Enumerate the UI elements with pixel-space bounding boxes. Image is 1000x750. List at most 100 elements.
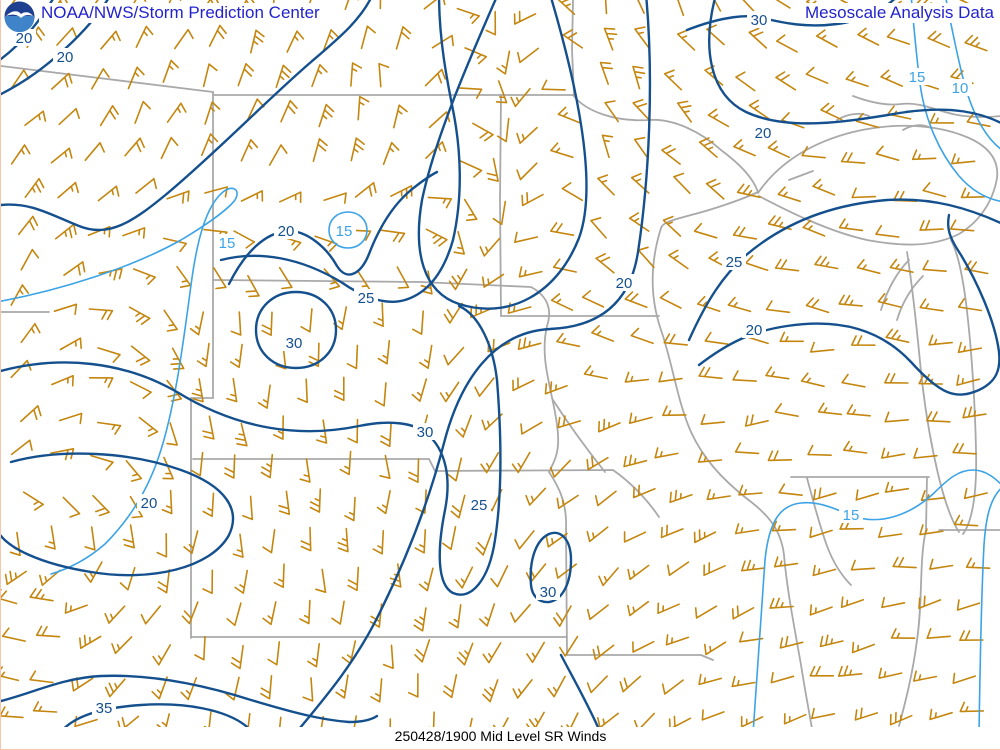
wind-barb-icon [668,249,689,270]
wind-barb-icon [604,0,608,15]
state-border-path [788,170,814,181]
wind-barb-icon [512,679,533,699]
wind-barb-icon [318,103,335,128]
wind-barb-icon [299,599,311,625]
wind-barb-icon [9,531,21,557]
wind-barb-icon [370,678,383,703]
wind-barb-icon [957,297,983,312]
wind-barb-icon [637,246,655,269]
wind-barb-icon [957,341,982,354]
map-caption: 250428/1900 Mid Level SR Winds [394,728,607,744]
wind-barb-icon [470,304,493,319]
wind-barb-icon [595,253,615,274]
state-border-path [552,399,606,473]
wind-barb-icon [232,533,244,558]
wind-barb-icon [226,602,242,627]
wind-barb-icon [280,99,298,123]
wind-barb-icon [496,117,510,143]
wind-barb-icon [659,290,682,309]
state-border-path [806,477,852,586]
wind-barb-icon [475,532,493,556]
wind-barb-icon [10,284,30,306]
wind-barb-icon [35,625,61,638]
wind-barb-icon [104,605,126,624]
wind-barb-icon [657,602,680,615]
wind-barb-icon [350,137,365,162]
wind-barb-icon [599,61,614,85]
wind-barb-icon [132,268,156,285]
state-border-path [651,227,813,727]
wind-barb-icon [676,29,696,51]
wind-barb-icon [741,559,766,572]
contour-label: 30 [286,335,303,352]
wind-barb-icon [704,331,729,345]
wind-barb-icon [97,347,121,363]
wind-barb-icon [202,63,218,88]
state-border-path [906,251,960,533]
wind-barb-icon [965,557,991,569]
wind-barb-icon [952,672,976,685]
wind-barb-icon [226,377,238,403]
wind-barb-icon [884,481,910,493]
contour-label: 30 [417,424,434,441]
contour-label: 20 [616,275,633,292]
wind-barb-icon [459,160,483,178]
wind-barb-icon [594,490,617,507]
wind-barb-icon [357,95,370,121]
wind-barb-icon [775,71,797,91]
wind-barb-icon [354,181,377,198]
wind-barb-icon [846,404,871,417]
wind-barb-icon [194,635,206,661]
wind-barb-icon [960,187,986,199]
noaa-logo-icon [4,1,35,32]
wind-barb-icon [959,630,984,641]
contour-path [708,0,1000,125]
wind-barb-icon [382,644,394,669]
wind-barb-icon [202,492,215,518]
wind-barb-icon [273,415,284,440]
wind-barb-icon [624,291,648,308]
wind-barb-icon [800,372,825,388]
wind-barb-icon [32,701,58,713]
wind-barb-icon [233,230,256,249]
wind-barb-icon [549,459,571,478]
wind-barb-icon [379,0,382,10]
wind-barb-icon [1,666,20,682]
wind-barb-icon [838,218,864,232]
wind-barb-icon [84,526,96,551]
wind-barb-icon [135,25,154,48]
wind-barb-icon [514,231,539,243]
contour-label-halo [751,124,775,141]
wind-barb-icon [624,371,650,383]
wind-barb-icon [180,677,198,701]
wind-barb-icon [663,333,688,346]
wind-barb-icon [208,24,227,47]
wind-barb-icon [331,600,345,625]
wind-barb-icon [951,153,976,165]
state-border-path [434,469,660,518]
wind-barb-icon [482,679,499,703]
wind-barb-icon [448,268,468,291]
wind-barb-icon [952,442,977,455]
contour-path [697,213,1000,396]
state-border-path [880,259,910,311]
wind-barb-icon [414,529,427,554]
wind-barb-icon [837,665,863,677]
wind-barb-icon [928,334,953,346]
contour-path [1,674,379,724]
state-border-path [212,279,551,327]
wind-barb-icon [807,444,832,456]
state-border-path [950,239,978,535]
wind-barb-icon [851,187,876,199]
wind-barb-icon [58,412,83,425]
contour-label: 20 [755,125,772,142]
contour-label-halo [905,68,929,85]
wind-barb-icon [419,344,433,369]
state-border-path [1,65,214,93]
wind-barb-icon [840,151,866,164]
wind-barb-icon [919,524,944,536]
wind-barb-icon [1,588,18,605]
wind-barb-icon [809,604,833,616]
contour-label-halo [354,289,378,306]
